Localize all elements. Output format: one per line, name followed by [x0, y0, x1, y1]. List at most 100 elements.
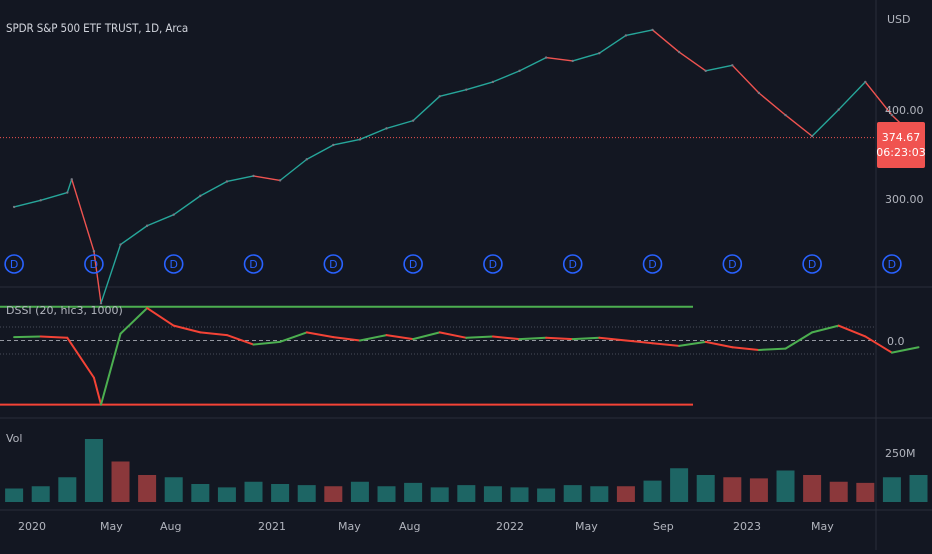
price-point — [66, 191, 69, 194]
price-segment — [306, 144, 334, 160]
price-point — [39, 199, 42, 202]
price-point — [252, 174, 255, 178]
indicator-axis-tick: 0.0 — [887, 335, 905, 348]
indicator-segment — [890, 346, 920, 354]
indicator-segment — [305, 331, 335, 339]
time-label: Aug — [399, 520, 421, 533]
dividend-marker-label: D — [10, 258, 18, 271]
volume-bar — [58, 477, 77, 502]
price-point — [704, 69, 707, 73]
volume-bar — [191, 484, 210, 502]
dividend-marker-icon[interactable] — [403, 254, 423, 274]
volume-bar — [829, 481, 848, 502]
dividend-marker-label: D — [728, 258, 736, 271]
time-label: 2021 — [258, 520, 286, 533]
dividend-marker-icon[interactable] — [802, 254, 822, 274]
last-price-tag: 374.67 06:23:03 — [876, 122, 926, 168]
price-axis-tick: 300.00 — [885, 193, 924, 206]
indicator-segment — [651, 342, 681, 347]
volume-bar — [138, 475, 157, 502]
price-segment — [226, 175, 254, 183]
price-segment — [386, 119, 414, 130]
price-segment — [146, 214, 174, 227]
price-point — [571, 59, 574, 63]
price-segment — [199, 180, 228, 197]
price-segment — [652, 29, 680, 53]
volume-bar — [217, 487, 236, 502]
dividend-marker-label: D — [568, 258, 576, 271]
price-segment — [519, 56, 547, 72]
dividend-marker-icon[interactable] — [483, 254, 503, 274]
indicator-segment — [385, 334, 415, 341]
indicator-segment — [491, 335, 521, 341]
dividend-marker-label: D — [249, 258, 257, 271]
indicator-segment — [545, 336, 574, 341]
indicator-segment — [438, 331, 468, 339]
indicator-label[interactable]: DSSI (20, hlc3, 1000) — [6, 304, 123, 317]
dividend-marker-icon[interactable] — [243, 254, 264, 274]
volume-bar — [696, 475, 715, 502]
indicator-segment — [172, 324, 202, 334]
price-point — [92, 249, 96, 253]
price-point — [890, 113, 894, 117]
price-axis-tick: 400.00 — [885, 104, 924, 117]
price-segment — [412, 95, 441, 122]
volume-bar — [244, 481, 263, 502]
price-segment — [13, 199, 41, 208]
indicator-segment — [358, 334, 388, 342]
indicator-segment — [624, 339, 654, 345]
dividend-marker-icon[interactable] — [323, 254, 344, 274]
volume-bar — [297, 485, 316, 502]
dividend-marker-icon[interactable] — [642, 254, 663, 274]
dividend-marker-icon[interactable] — [84, 254, 104, 274]
indicator-segment — [119, 307, 149, 335]
bar-countdown: 06:23:03 — [876, 146, 926, 159]
price-point — [731, 64, 734, 67]
price-segment — [758, 92, 786, 116]
volume-bar — [563, 485, 582, 502]
indicator-segment — [13, 335, 42, 339]
dividend-marker-label: D — [888, 258, 896, 271]
dividend-marker-icon[interactable] — [562, 254, 583, 274]
indicator-segment — [39, 335, 69, 339]
indicator-segment — [92, 376, 103, 406]
price-point — [305, 158, 308, 161]
price-point — [544, 56, 548, 59]
volume-bar — [111, 461, 130, 502]
volume-bar — [84, 439, 103, 502]
indicator-segment — [465, 335, 494, 339]
price-point — [225, 180, 229, 183]
dividend-marker-icon[interactable] — [882, 254, 902, 274]
time-label: May — [575, 520, 598, 533]
price-point — [119, 243, 122, 246]
volume-bar — [271, 484, 290, 502]
price-point — [518, 69, 521, 73]
price-segment — [572, 52, 600, 62]
indicator-segment — [518, 336, 548, 341]
volume-bar — [909, 475, 928, 502]
price-segment — [492, 70, 520, 83]
price-point — [810, 134, 814, 138]
dividend-marker-icon[interactable] — [4, 254, 24, 274]
time-label: May — [100, 520, 123, 533]
indicator-segment — [571, 336, 601, 341]
dividend-marker-label: D — [169, 258, 177, 271]
volume-bar — [164, 477, 183, 502]
volume-bar — [643, 480, 662, 502]
volume-bar — [856, 482, 875, 502]
price-axis-currency: USD — [887, 13, 911, 26]
price-segment — [625, 29, 653, 37]
price-point — [784, 113, 787, 117]
price-point — [864, 80, 867, 84]
volume-label[interactable]: Vol — [6, 432, 23, 445]
price-point — [677, 50, 681, 54]
price-point — [145, 224, 149, 227]
dividend-marker-icon[interactable] — [722, 254, 743, 274]
indicator-segment — [279, 331, 308, 343]
dividend-marker-icon[interactable] — [163, 254, 184, 274]
price-segment — [439, 88, 467, 97]
last-price-value: 374.67 — [881, 131, 921, 144]
